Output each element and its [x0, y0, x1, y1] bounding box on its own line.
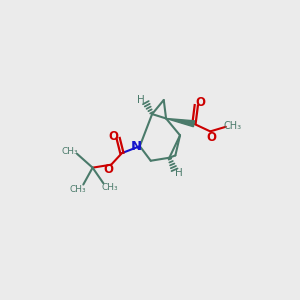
Text: CH₃: CH₃ [223, 121, 242, 131]
Text: H: H [175, 168, 183, 178]
Text: O: O [206, 131, 216, 144]
Text: CH₃: CH₃ [69, 185, 86, 194]
Text: CH₃: CH₃ [61, 146, 78, 155]
Text: O: O [109, 130, 118, 142]
Text: N: N [131, 140, 142, 153]
Polygon shape [166, 118, 194, 127]
Text: O: O [196, 96, 206, 109]
Text: CH₃: CH₃ [102, 183, 119, 192]
Text: H: H [137, 95, 145, 105]
Text: O: O [103, 163, 113, 176]
